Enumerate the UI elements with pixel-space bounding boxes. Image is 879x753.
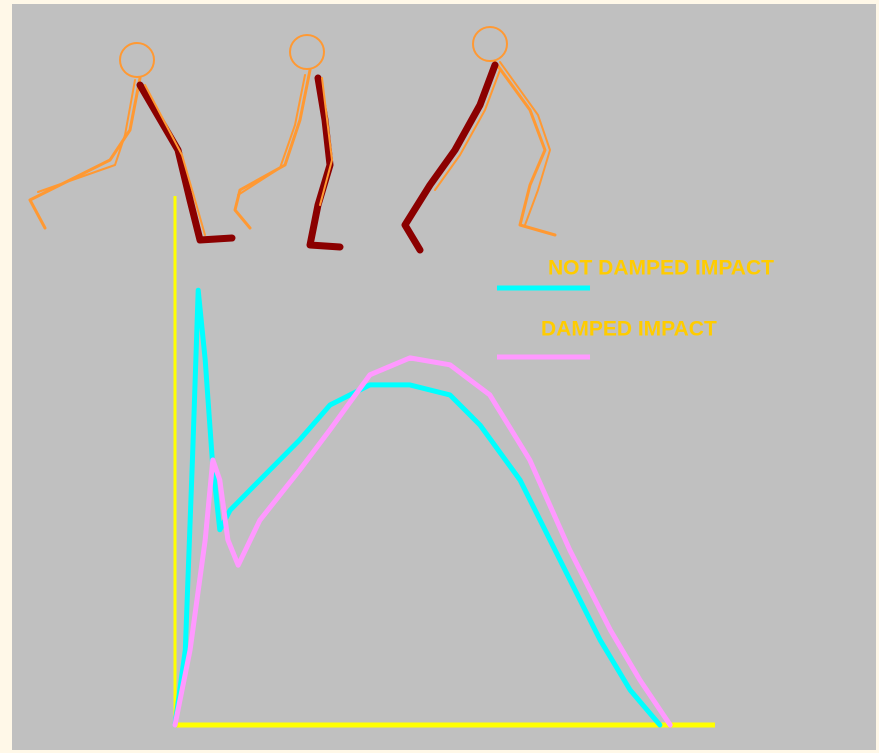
panel: [12, 4, 876, 750]
legend-label: NOT DAMPED IMPACT: [548, 257, 774, 280]
page: NOT DAMPED IMPACTDAMPED IMPACT (() => { …: [0, 0, 879, 753]
chart: NOT DAMPED IMPACT DAMPED IMPACT: [0, 0, 879, 753]
legend-label: DAMPED IMPACT: [541, 318, 717, 341]
